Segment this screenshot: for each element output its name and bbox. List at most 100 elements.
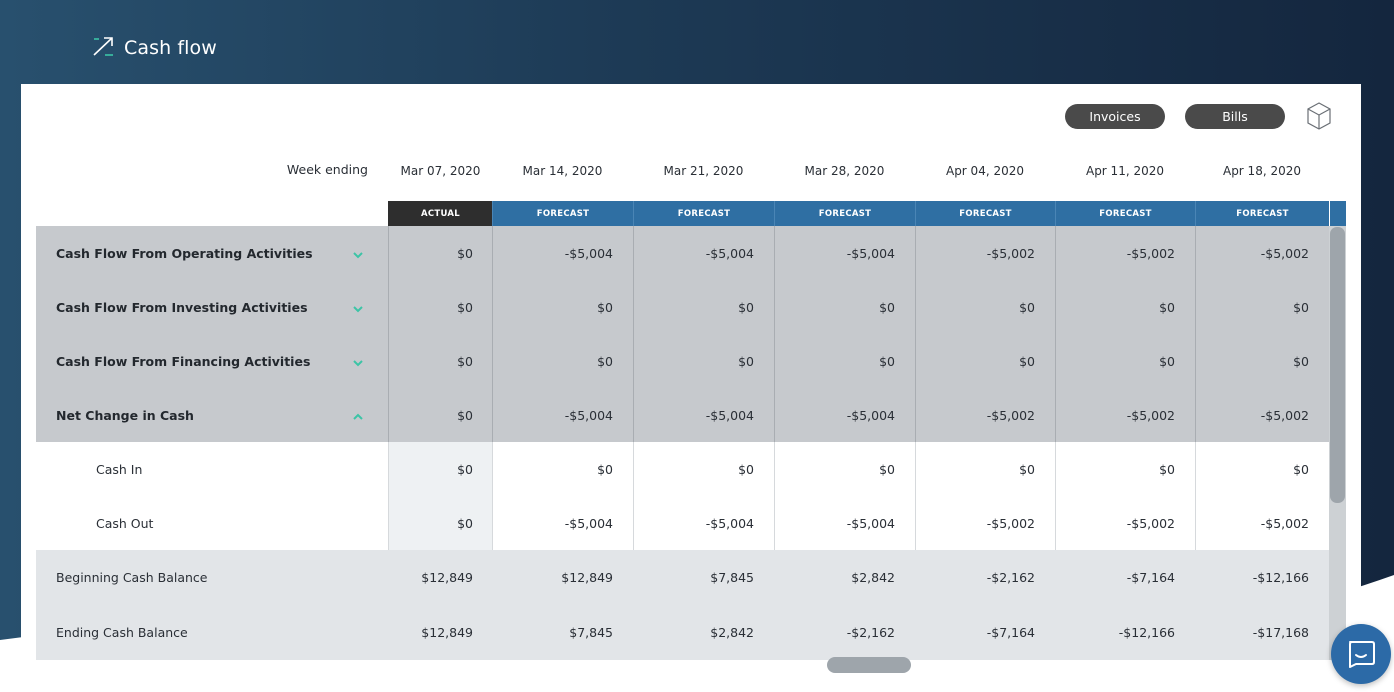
- trend-arrow-icon: [92, 35, 116, 61]
- table-cell: -$5,002: [1055, 226, 1195, 280]
- row-label: Cash Flow From Investing Activities: [36, 280, 388, 334]
- table-row[interactable]: Cash Flow From Operating Activities $0 -$5…: [36, 226, 1330, 280]
- status-strip-end: [1330, 201, 1346, 226]
- table-cell: $0: [388, 496, 493, 550]
- table-cell: -$5,004: [492, 226, 633, 280]
- table-row[interactable]: Net Change in Cash $0 -$5,004 -$5,004 -$5,00…: [36, 388, 1330, 442]
- table-cell: $0: [915, 442, 1055, 496]
- table-cell: -$5,004: [633, 496, 774, 550]
- week-date-header: Apr 11, 2020: [1085, 164, 1164, 178]
- table-cell: $7,845: [633, 550, 774, 605]
- table-cell: -$2,162: [774, 605, 915, 660]
- table-cell: -$5,004: [492, 388, 633, 442]
- table-cell: $0: [388, 226, 493, 280]
- chat-button[interactable]: [1331, 624, 1391, 684]
- week-date-header: Mar 21, 2020: [663, 164, 744, 178]
- row-label-text: Cash Flow From Operating Activities: [56, 245, 313, 261]
- table-cell: $12,849: [388, 550, 493, 605]
- forecast-badge: FORECAST: [1195, 201, 1329, 226]
- table-row: Cash In $0 $0 $0 $0 $0 $0 $0: [36, 442, 1330, 496]
- table-row[interactable]: Cash Flow From Financing Activities $0 $0 $…: [36, 334, 1330, 388]
- table-cell: $0: [492, 280, 633, 334]
- table-row: Beginning Cash Balance $12,849 $12,849 $7,8…: [36, 550, 1330, 605]
- table-cell: $0: [774, 442, 915, 496]
- table-cell: -$12,166: [1195, 550, 1329, 605]
- row-label-text: Cash Out: [96, 515, 154, 531]
- table-cell: -$5,002: [915, 496, 1055, 550]
- table-cell: $0: [774, 334, 915, 388]
- chevron-down-icon[interactable]: [352, 302, 364, 313]
- row-label: Cash Flow From Operating Activities: [36, 226, 388, 280]
- table-cell: $0: [1195, 280, 1329, 334]
- row-label: Beginning Cash Balance: [36, 550, 388, 605]
- toolbar: Invoices Bills: [1065, 101, 1333, 131]
- table-cell: $0: [1055, 334, 1195, 388]
- table-cell: $0: [774, 280, 915, 334]
- table-cell: $7,845: [492, 605, 633, 660]
- table-cell: $0: [1195, 334, 1329, 388]
- vertical-scrollbar-thumb[interactable]: [1330, 227, 1345, 503]
- forecast-badge: FORECAST: [492, 201, 633, 226]
- table-cell: -$5,002: [1055, 388, 1195, 442]
- table-cell: -$2,162: [915, 550, 1055, 605]
- table-cell: $12,849: [492, 550, 633, 605]
- chevron-up-icon[interactable]: [352, 410, 364, 420]
- row-label-text: Ending Cash Balance: [56, 625, 188, 640]
- row-label: Ending Cash Balance: [36, 605, 388, 660]
- week-date-header: Apr 18, 2020: [1222, 164, 1301, 178]
- table-cell: -$17,168: [1195, 605, 1329, 660]
- table-cell: -$12,166: [1055, 605, 1195, 660]
- table-cell: $0: [388, 280, 493, 334]
- table-row[interactable]: Cash Flow From Investing Activities $0 $0 $…: [36, 280, 1330, 334]
- actual-badge: ACTUAL: [388, 201, 493, 226]
- table-cell: $0: [1055, 442, 1195, 496]
- forecast-badge: FORECAST: [633, 201, 774, 226]
- cube-icon[interactable]: [1305, 101, 1333, 131]
- table-cell: $0: [1055, 280, 1195, 334]
- forecast-badge: FORECAST: [1055, 201, 1195, 226]
- row-label-text: Beginning Cash Balance: [56, 570, 208, 585]
- table-cell: $0: [1195, 442, 1329, 496]
- row-label: Net Change in Cash: [36, 388, 388, 442]
- page-title: Cash flow: [124, 37, 217, 59]
- table-cell: -$5,004: [774, 388, 915, 442]
- week-date-header: Mar 07, 2020: [400, 164, 481, 178]
- table-cell: -$5,004: [492, 496, 633, 550]
- table-cell: -$5,002: [1195, 388, 1329, 442]
- week-date-header: Apr 04, 2020: [945, 164, 1024, 178]
- row-label-text: Net Change in Cash: [56, 407, 194, 423]
- table-row: Ending Cash Balance $12,849 $7,845 $2,842 -$…: [36, 605, 1330, 660]
- table-cell: $0: [633, 280, 774, 334]
- table-cell: -$5,002: [1055, 496, 1195, 550]
- row-label: Cash Out: [36, 496, 388, 550]
- table-cell: -$5,002: [1195, 496, 1329, 550]
- forecast-badge: FORECAST: [774, 201, 915, 226]
- table-cell: $0: [633, 334, 774, 388]
- row-label: Cash In: [36, 442, 388, 496]
- table-cell: $0: [492, 442, 633, 496]
- invoices-button[interactable]: Invoices: [1065, 103, 1165, 129]
- bills-button[interactable]: Bills: [1185, 103, 1285, 129]
- table-cell: $2,842: [774, 550, 915, 605]
- table-cell: -$7,164: [915, 605, 1055, 660]
- table-cell: -$5,004: [774, 226, 915, 280]
- table-cell: -$5,002: [915, 388, 1055, 442]
- table-cell: -$7,164: [1055, 550, 1195, 605]
- table-cell: $0: [915, 334, 1055, 388]
- page-header: Cash flow: [92, 33, 217, 63]
- row-label-text: Cash In: [96, 461, 143, 477]
- chevron-down-icon[interactable]: [352, 356, 364, 367]
- table-cell: $0: [915, 280, 1055, 334]
- cash-flow-panel: Invoices Bills Week ending Mar 07, 2020 A…: [21, 84, 1361, 674]
- week-date-header: Mar 28, 2020: [804, 164, 885, 178]
- table-cell: $0: [388, 334, 493, 388]
- row-label-text: Cash Flow From Financing Activities: [56, 353, 311, 369]
- table-cell: $2,842: [633, 605, 774, 660]
- table-row: Cash Out $0 -$5,004 -$5,004 -$5,004 -$5,002 -$…: [36, 496, 1330, 550]
- table-cell: -$5,004: [633, 388, 774, 442]
- forecast-badge: FORECAST: [915, 201, 1055, 226]
- horizontal-scrollbar-thumb[interactable]: [827, 657, 911, 673]
- chevron-down-icon[interactable]: [352, 248, 364, 259]
- row-label-text: Cash Flow From Investing Activities: [56, 299, 308, 315]
- table-cell: $0: [388, 442, 493, 496]
